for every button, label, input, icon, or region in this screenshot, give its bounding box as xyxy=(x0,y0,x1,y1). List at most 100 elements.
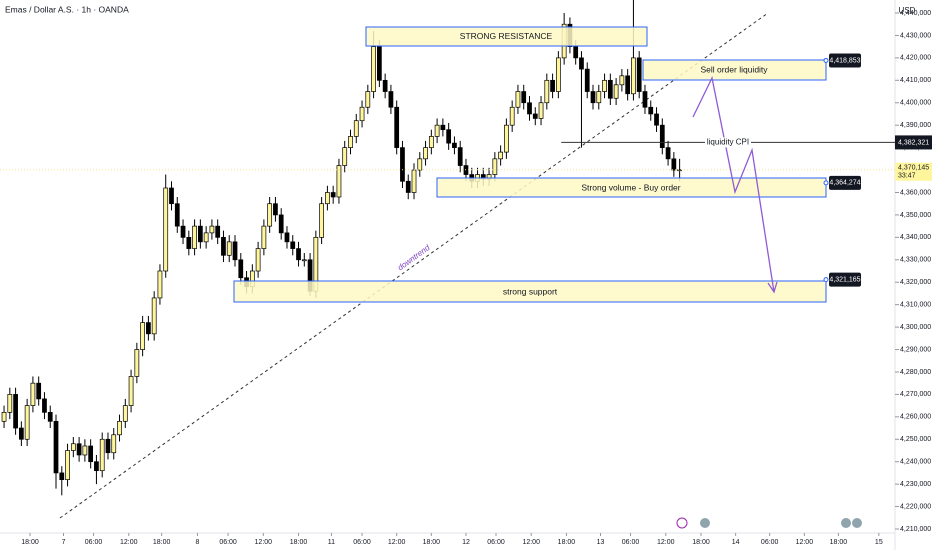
x-tick-label: 12:00 xyxy=(120,539,138,546)
candle-body xyxy=(498,151,503,160)
x-tick-label: 06:00 xyxy=(487,539,505,546)
x-tick-label: 14 xyxy=(732,539,740,546)
projection-arrow xyxy=(692,75,778,294)
y-tick-label: 4,250,000 xyxy=(900,436,931,443)
x-tick-label: 12:00 xyxy=(657,539,675,546)
x-tick-label: 18:00 xyxy=(692,539,710,546)
candle-body xyxy=(111,434,117,454)
candle-body xyxy=(209,225,215,234)
candle-body xyxy=(527,102,532,115)
candle-body xyxy=(13,394,18,429)
candle-body xyxy=(671,158,677,171)
y-tick-label: 4,260,000 xyxy=(900,414,931,421)
trend-line xyxy=(59,12,769,519)
last-price-label: 4,370,145 xyxy=(898,165,929,172)
candle-body xyxy=(301,259,307,262)
x-tick-label: 12:00 xyxy=(388,539,406,546)
candle-body xyxy=(544,79,550,104)
candle-body xyxy=(232,241,238,261)
last-price-tag xyxy=(895,162,932,181)
x-tick-label: 18:00 xyxy=(558,539,576,546)
price-tag-anchor xyxy=(823,180,829,186)
x-tick-label: 11 xyxy=(328,539,335,546)
candle-body xyxy=(636,57,642,92)
candle-body xyxy=(584,68,590,92)
candle-body xyxy=(273,203,278,216)
price-tag-label: 4,364,274 xyxy=(829,180,860,187)
x-tick-label: 06:00 xyxy=(219,539,237,546)
candle-body xyxy=(619,75,625,86)
candle-body xyxy=(76,443,82,456)
candle-body xyxy=(180,225,186,238)
candle-body xyxy=(18,427,24,440)
candle-body xyxy=(128,376,134,406)
candle-body xyxy=(607,79,613,99)
cpi-tag-label: 4,382,321 xyxy=(898,139,929,146)
y-tick-label: 4,400,000 xyxy=(900,100,931,107)
event-icon xyxy=(700,518,710,528)
y-tick-label: 4,230,000 xyxy=(900,481,931,488)
y-tick-label: 4,310,000 xyxy=(900,302,931,309)
candle-body xyxy=(42,398,47,413)
countdown: 33:47 xyxy=(898,173,916,180)
candle-body xyxy=(134,349,140,377)
candle-body xyxy=(504,124,509,153)
x-tick-label: 18:00 xyxy=(21,539,39,546)
x-tick-label: 12:00 xyxy=(522,539,540,546)
candle-body xyxy=(434,124,440,137)
candle-body xyxy=(659,124,665,148)
candle-body xyxy=(342,147,348,166)
candle-body xyxy=(440,124,446,131)
candle-body xyxy=(654,113,659,126)
candle-body xyxy=(278,214,284,234)
candle-body xyxy=(238,259,244,279)
candle-body xyxy=(509,106,515,126)
candle-body xyxy=(411,169,417,193)
y-tick-label: 4,350,000 xyxy=(900,212,931,219)
price-tag-label: 4,418,853 xyxy=(829,57,860,64)
candle-body xyxy=(423,147,428,160)
candle-body xyxy=(365,91,371,108)
candle-body xyxy=(186,237,192,249)
sell-box xyxy=(642,59,827,81)
price-tag-anchor xyxy=(823,277,829,283)
candle-body xyxy=(532,113,538,119)
candle-body xyxy=(573,46,579,59)
candle-body xyxy=(296,248,301,261)
candle-body xyxy=(30,382,36,406)
x-tick-label: 06:00 xyxy=(761,539,779,546)
candle-body xyxy=(221,237,226,256)
candle-body xyxy=(555,57,561,92)
candle-body xyxy=(284,232,290,243)
x-tick-label: 8 xyxy=(196,539,200,546)
currency: USD xyxy=(899,6,916,15)
y-tick-label: 4,210,000 xyxy=(900,526,931,533)
candle-body xyxy=(515,91,521,108)
y-tick-label: 4,280,000 xyxy=(900,369,931,376)
candle-body xyxy=(122,405,128,422)
candle-body xyxy=(382,79,388,92)
candle-body xyxy=(117,420,122,436)
candle-body xyxy=(290,241,296,249)
candle-body xyxy=(169,187,174,205)
candle-body xyxy=(151,297,157,335)
resistance-label: STRONG RESISTANCE xyxy=(460,31,553,41)
buy-box xyxy=(436,177,827,198)
candle-body xyxy=(452,142,457,148)
candle-body xyxy=(631,57,636,95)
x-tick-label: 06:00 xyxy=(353,539,371,546)
candle-body xyxy=(105,438,111,454)
candle-body xyxy=(417,158,423,171)
candle-body xyxy=(203,232,209,243)
y-tick-label: 4,340,000 xyxy=(900,234,931,241)
candle-body xyxy=(88,445,94,463)
x-tick-label: 06:00 xyxy=(622,539,640,546)
candle-body xyxy=(7,394,13,413)
candle-body xyxy=(215,225,221,238)
sell-label: Sell order liquidity xyxy=(700,64,768,74)
cpi-tag xyxy=(895,135,932,150)
candle-body xyxy=(319,203,324,238)
candle-body xyxy=(457,147,463,166)
candle-body xyxy=(197,225,203,243)
